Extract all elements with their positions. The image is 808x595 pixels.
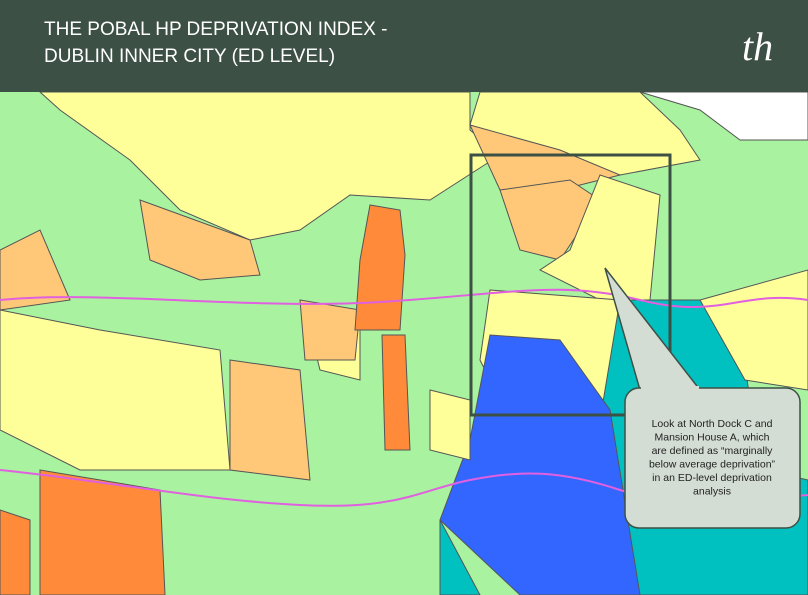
callout-line: are defined as “marginally bbox=[652, 445, 774, 457]
ed-region bbox=[354, 204, 406, 331]
header-bar bbox=[0, 0, 808, 92]
callout-joint bbox=[641, 386, 699, 391]
ed-region bbox=[429, 389, 471, 461]
ed-region bbox=[39, 469, 166, 595]
callout-line: in an ED-level deprivation bbox=[652, 472, 772, 484]
logo: th bbox=[742, 24, 773, 69]
ed-region bbox=[439, 519, 481, 595]
ed-region bbox=[699, 269, 808, 391]
callout-line: Mansion House A, which bbox=[655, 432, 770, 444]
title-line: DUBLIN INNER CITY (ED LEVEL) bbox=[44, 46, 335, 67]
title-line: THE POBAL HP DEPRIVATION INDEX - bbox=[44, 19, 387, 40]
callout: Look at North Dock C and Mansion House A,… bbox=[604, 267, 801, 529]
ed-region bbox=[139, 199, 261, 281]
ed-region bbox=[0, 509, 31, 595]
focus-box bbox=[469, 153, 672, 417]
callout-box bbox=[624, 387, 801, 529]
callout-text: Look at North Dock C and Mansion House A,… bbox=[649, 418, 776, 498]
ed-region bbox=[0, 229, 71, 311]
ed-region bbox=[299, 299, 361, 361]
ed-region bbox=[229, 359, 311, 481]
ed-region bbox=[469, 124, 622, 191]
callout-line: analysis bbox=[693, 486, 731, 498]
canal bbox=[0, 288, 808, 308]
callout-line: Look at North Dock C and bbox=[652, 418, 773, 430]
callout-line: below average deprivation” bbox=[649, 459, 776, 471]
ed-region bbox=[381, 334, 411, 451]
